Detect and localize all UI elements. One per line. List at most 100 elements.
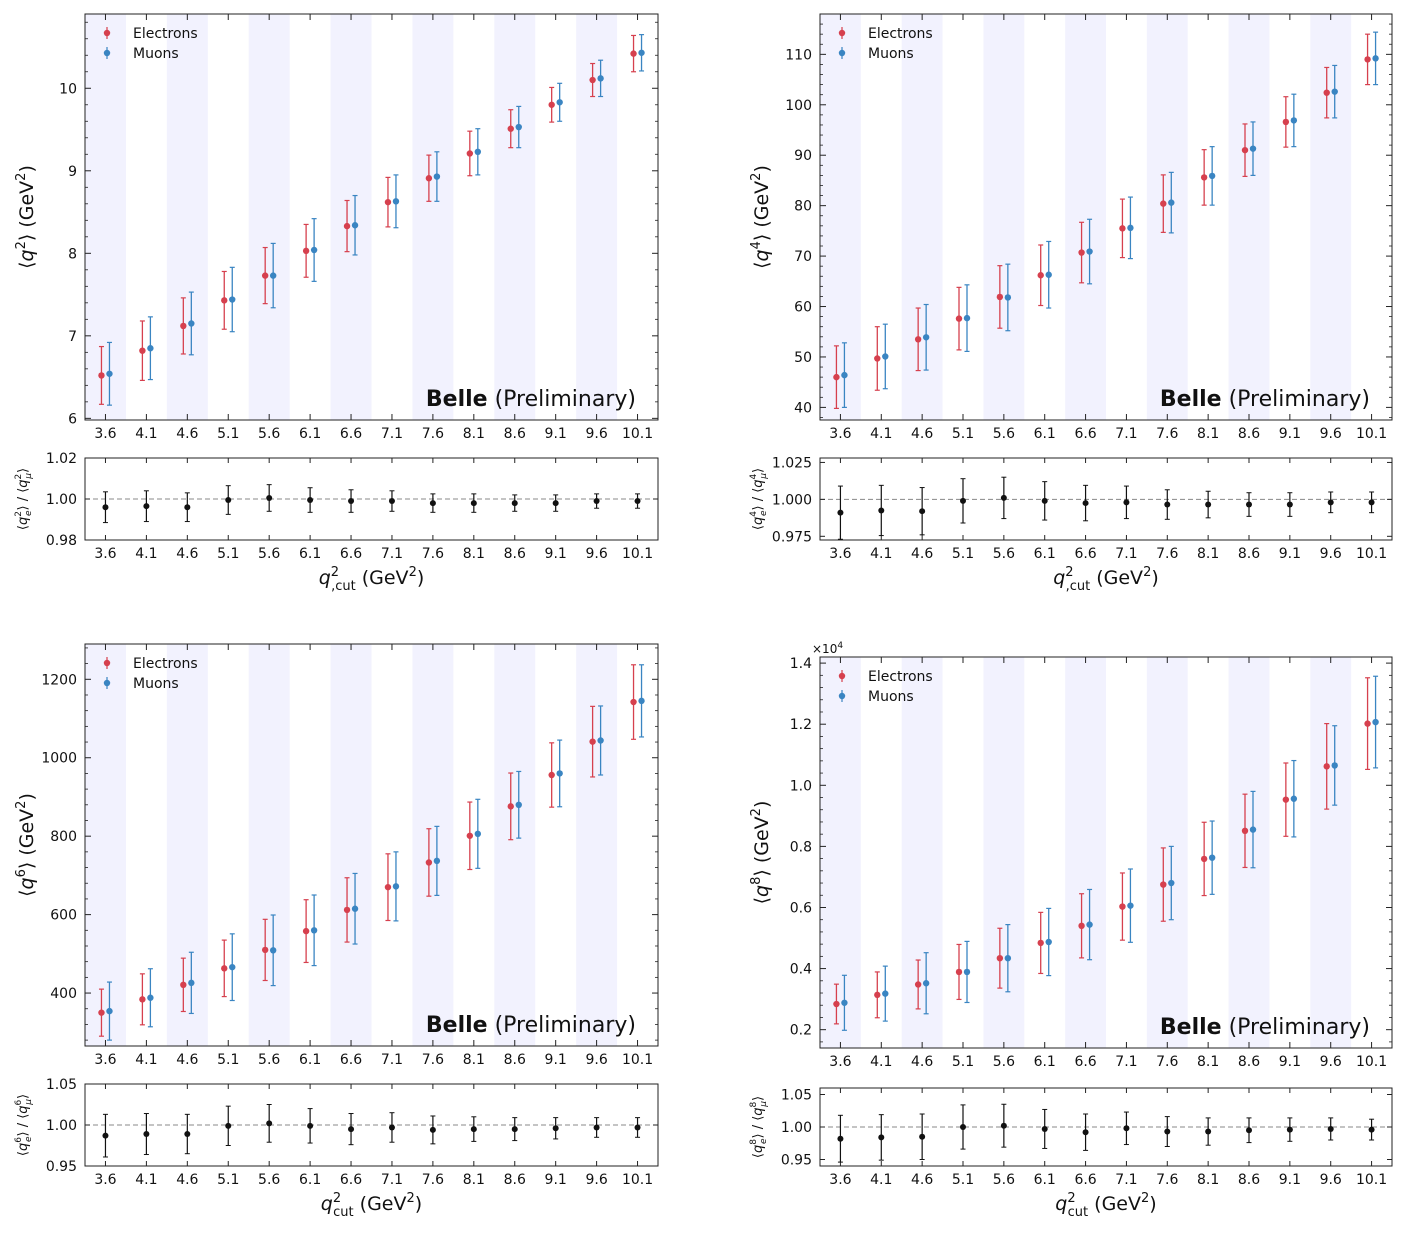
ratio-point xyxy=(1000,1122,1007,1129)
ratio-x-tick-label: 6.1 xyxy=(1034,546,1056,562)
x-tick-label: 9.1 xyxy=(1279,1054,1301,1070)
panel-1: 6 7 8 9 10 3.6 4.1 4.6 5.1 5.6 6.1 6.6 7.1 7.6 8.1 8.6 9… xyxy=(14,13,659,594)
ratio-point xyxy=(388,1124,395,1131)
x-axis-label: q2 ,cut (GeV2) xyxy=(319,565,425,594)
ratio-point xyxy=(837,509,844,516)
legend-label: Muons xyxy=(868,46,914,62)
x-tick-label: 4.6 xyxy=(176,1052,198,1068)
data-point xyxy=(466,832,474,839)
data-point xyxy=(1323,763,1330,770)
ratio-x-tick-label: 6.1 xyxy=(299,1172,321,1188)
data-point xyxy=(180,322,187,330)
ratio-point xyxy=(1286,501,1293,508)
y-tick-label: 1.2 xyxy=(790,717,812,733)
x-tick-label: 6.1 xyxy=(299,1052,321,1068)
y-tick-label: 800 xyxy=(50,829,77,845)
ratio-x-tick-label: 10.1 xyxy=(1356,546,1387,562)
ratio-x-tick-label: 4.1 xyxy=(870,546,892,562)
data-point xyxy=(548,771,555,779)
ratio-point xyxy=(1082,1129,1089,1136)
data-point xyxy=(188,320,195,327)
ratio-point xyxy=(266,494,273,501)
data-point xyxy=(180,981,187,989)
ratio-point xyxy=(1246,501,1252,508)
main-axes-frame xyxy=(84,643,659,1047)
ratio-x-tick-label: 9.1 xyxy=(545,546,567,562)
x-tick-label: 8.6 xyxy=(1238,1054,1260,1070)
ratio-point xyxy=(960,497,966,504)
data-point xyxy=(261,272,269,279)
x-tick-label: 4.6 xyxy=(911,1054,933,1070)
ratio-x-tick-label: 3.6 xyxy=(829,1172,851,1188)
data-point xyxy=(1200,855,1208,863)
data-point xyxy=(1241,827,1249,835)
ratio-point xyxy=(1368,1126,1375,1133)
data-point xyxy=(221,965,228,972)
x-tick-label: 7.1 xyxy=(1115,426,1137,442)
x-tick-label: 7.6 xyxy=(1156,426,1178,442)
shaded-band xyxy=(901,14,943,420)
x-tick-label: 5.6 xyxy=(258,1052,280,1068)
shaded-band xyxy=(1065,14,1106,420)
data-point xyxy=(269,947,277,954)
ratio-point xyxy=(1368,499,1375,506)
x-tick-label: 8.6 xyxy=(504,1052,526,1068)
data-point xyxy=(229,296,236,303)
shaded-band xyxy=(983,14,1025,420)
y-tick-label: 600 xyxy=(50,908,77,924)
data-point xyxy=(589,738,596,745)
ratio-y-tick-label: 1.00 xyxy=(46,1118,77,1134)
data-point xyxy=(1168,199,1175,206)
data-point xyxy=(996,293,1004,301)
data-point xyxy=(425,859,433,866)
ratio-axes-frame xyxy=(819,1087,1393,1167)
main-axes-frame xyxy=(819,656,1393,1049)
x-tick-label: 5.6 xyxy=(993,1054,1015,1070)
data-point xyxy=(1249,145,1257,152)
legend-marker xyxy=(103,29,111,37)
shaded-band xyxy=(166,644,208,1046)
ratio-x-tick-label: 5.1 xyxy=(217,546,239,562)
data-point xyxy=(955,968,963,976)
x-tick-label: 4.1 xyxy=(135,1052,157,1068)
x-tick-label: 3.6 xyxy=(94,426,116,442)
x-tick-label: 9.1 xyxy=(545,1052,567,1068)
x-tick-label: 3.6 xyxy=(829,426,851,442)
main-axes-frame xyxy=(819,13,1393,421)
y-tick-label: 8 xyxy=(68,246,77,262)
data-point xyxy=(556,99,563,106)
ratio-x-tick-label: 9.1 xyxy=(545,1172,567,1188)
data-point xyxy=(515,123,522,131)
ratio-x-tick-label: 7.1 xyxy=(381,546,403,562)
y-axis-label: ⟨q2⟩ (GeV2) xyxy=(14,165,38,269)
panel-3: 400 600 800 1000 1200 3.6 4.1 4.6 5.1 5.6 6.1 6.6 7.… xyxy=(14,643,659,1220)
data-point xyxy=(1127,224,1134,232)
x-tick-label: 9.1 xyxy=(545,426,567,442)
data-point xyxy=(963,968,971,976)
x-tick-label: 4.1 xyxy=(135,426,157,442)
ratio-x-tick-label: 10.1 xyxy=(622,546,653,562)
data-point xyxy=(507,803,514,810)
data-point xyxy=(384,198,392,206)
x-tick-label: 8.6 xyxy=(504,426,526,442)
shaded-band xyxy=(1228,657,1270,1048)
panel-2: 40 50 60 70 80 90 100 110 3.6 4.1 4.6 5.1 5.6 6.1 6.6 7… xyxy=(749,13,1393,594)
ratio-point xyxy=(1327,1125,1334,1132)
ratio-y-tick-label: 1.05 xyxy=(781,1088,812,1104)
ratio-y-tick-label: 1.02 xyxy=(46,451,77,467)
data-point xyxy=(98,1009,105,1016)
ratio-x-tick-label: 10.1 xyxy=(622,1172,653,1188)
data-point xyxy=(515,801,522,808)
x-tick-label: 4.1 xyxy=(870,1054,892,1070)
ratio-y-tick-label: 1.05 xyxy=(46,1077,77,1093)
data-point xyxy=(474,830,482,838)
data-point xyxy=(106,1007,113,1015)
data-point xyxy=(106,370,113,377)
ratio-point xyxy=(634,1124,641,1131)
data-point xyxy=(1372,55,1379,62)
belle-watermark: Belle (Preliminary) xyxy=(426,387,636,412)
x-tick-label: 10.1 xyxy=(1356,1054,1387,1070)
data-point xyxy=(1160,200,1167,207)
ratio-point xyxy=(1327,499,1334,506)
